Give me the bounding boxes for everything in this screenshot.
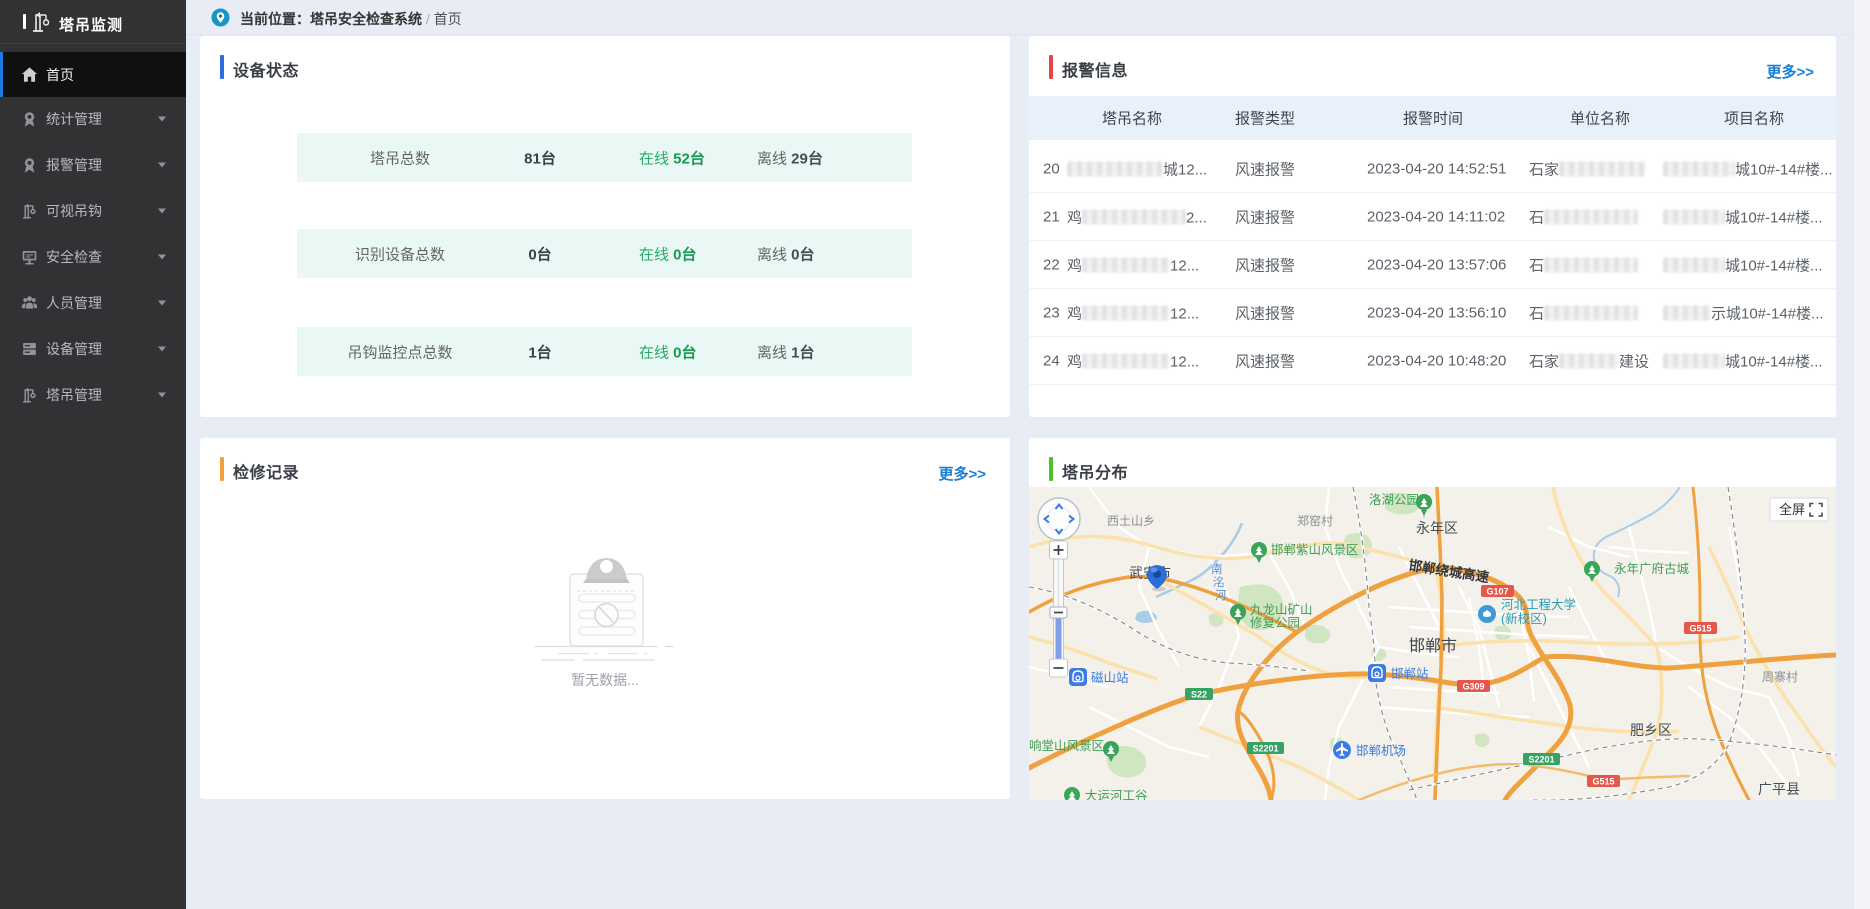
svg-text:G515: G515 xyxy=(1689,624,1711,634)
svg-text:S22: S22 xyxy=(1191,690,1207,700)
svg-text:邯郸市: 邯郸市 xyxy=(1409,637,1457,655)
svg-text:全屏: 全屏 xyxy=(1779,502,1805,517)
svg-text:邯郸紫山风景区: 邯郸紫山风景区 xyxy=(1271,543,1359,557)
svg-text:S2201: S2201 xyxy=(1528,755,1554,765)
svg-text:邯郸站: 邯郸站 xyxy=(1391,667,1429,681)
svg-text:G309: G309 xyxy=(1462,682,1484,692)
svg-text:洺: 洺 xyxy=(1213,575,1225,589)
svg-text:G107: G107 xyxy=(1486,587,1508,597)
svg-text:(新校区): (新校区) xyxy=(1501,611,1547,626)
svg-text:永年广府古城: 永年广府古城 xyxy=(1614,561,1690,576)
svg-text:洛湖公园: 洛湖公园 xyxy=(1369,492,1419,507)
svg-text:大运河工谷: 大运河工谷 xyxy=(1085,789,1148,800)
svg-text:邯郸机场: 邯郸机场 xyxy=(1356,744,1406,758)
svg-text:永年区: 永年区 xyxy=(1416,520,1458,536)
svg-text:响堂山风景区: 响堂山风景区 xyxy=(1029,738,1104,753)
svg-text:九龙山矿山: 九龙山矿山 xyxy=(1250,603,1313,617)
svg-text:肥乡区: 肥乡区 xyxy=(1630,722,1672,738)
svg-text:周寨村: 周寨村 xyxy=(1762,669,1798,684)
svg-text:南: 南 xyxy=(1211,562,1223,576)
svg-text:河北工程大学: 河北工程大学 xyxy=(1501,597,1576,612)
svg-text:磁山站: 磁山站 xyxy=(1091,670,1129,685)
svg-text:郑窑村: 郑窑村 xyxy=(1297,513,1333,528)
svg-text:G515: G515 xyxy=(1592,777,1614,787)
svg-text:S2201: S2201 xyxy=(1252,744,1278,754)
svg-text:修复公园: 修复公园 xyxy=(1250,615,1300,630)
svg-text:河: 河 xyxy=(1215,589,1227,602)
svg-text:广平县: 广平县 xyxy=(1758,781,1800,797)
svg-text:西土山乡: 西土山乡 xyxy=(1107,514,1155,528)
